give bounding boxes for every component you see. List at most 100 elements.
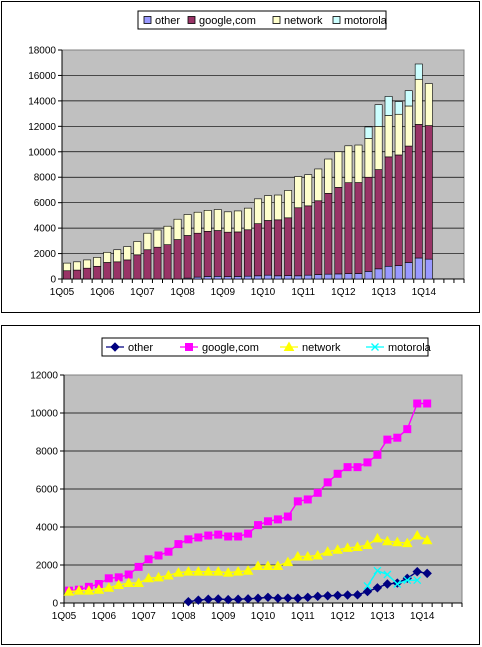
line-point-google-com xyxy=(194,533,203,542)
line-point-other xyxy=(243,594,253,604)
line-point-google-com xyxy=(323,478,332,487)
bar-network xyxy=(294,176,303,209)
bar-network xyxy=(103,251,112,263)
line-x-tick-label: 1Q06 xyxy=(92,611,117,622)
line-point-network xyxy=(202,566,214,576)
line-point-other xyxy=(213,594,223,604)
bar-google-com xyxy=(83,267,92,280)
bar-google-com xyxy=(103,262,112,280)
line-point-google-com xyxy=(413,399,422,408)
line-point-network xyxy=(163,569,174,580)
bar-y-tick-label: 2000 xyxy=(34,249,57,260)
bar-legend-swatch-google-com xyxy=(187,16,196,24)
bar-google-com xyxy=(133,254,142,280)
bar-y-tick-label: 6000 xyxy=(34,198,57,209)
bar-google-com xyxy=(183,235,192,279)
bar-network xyxy=(394,113,403,156)
bar-network xyxy=(284,190,293,219)
line-legend-point-motorola xyxy=(371,343,379,351)
line-point-network xyxy=(272,560,284,570)
bar-network xyxy=(123,246,132,261)
line-point-network xyxy=(123,577,135,588)
bar-other xyxy=(344,273,353,280)
line-point-other xyxy=(342,590,353,600)
bar-y-tick-label: 14000 xyxy=(28,96,56,107)
line-point-network xyxy=(153,571,164,582)
bar-other xyxy=(414,257,423,280)
bar-y-tick-label: 0 xyxy=(50,275,56,286)
bar-y-tick-label: 12000 xyxy=(28,122,56,133)
line-point-motorola xyxy=(413,576,422,585)
line-x-tick-label: 1Q05 xyxy=(52,611,77,622)
line-point-network xyxy=(133,577,144,588)
line-x-tick-label: 1Q10 xyxy=(251,611,276,622)
line-point-network xyxy=(192,566,204,576)
line-point-other xyxy=(183,596,194,607)
bar-google-com xyxy=(113,261,122,280)
line-point-network xyxy=(302,550,314,561)
bar-motorola xyxy=(374,104,383,127)
line-legend-label-network: network xyxy=(302,342,341,354)
bar-other xyxy=(394,265,403,280)
line-chart: 0 2000 4000 6000 8000 10000 12000 1Q05 1Q06 1Q07 1… xyxy=(30,337,463,622)
line-point-google-com xyxy=(383,435,392,444)
bar-network xyxy=(324,158,333,194)
line-point-google-com xyxy=(403,425,412,434)
line-point-other xyxy=(283,593,293,603)
bar-network xyxy=(73,261,81,271)
line-point-network xyxy=(143,572,154,583)
bar-network xyxy=(173,218,182,240)
line-point-google-com xyxy=(273,515,282,524)
bar-other xyxy=(233,276,242,280)
bar-google-com xyxy=(284,217,293,276)
line-point-other xyxy=(293,593,303,603)
bar-network xyxy=(153,229,162,248)
line-legend-point-network xyxy=(283,341,295,351)
line-point-network xyxy=(282,556,294,567)
bar-network xyxy=(233,210,242,233)
bar-network xyxy=(424,83,433,126)
bar-motorola xyxy=(404,90,413,107)
line-x-tick-label: 1Q07 xyxy=(131,611,156,622)
bar-legend-label-motorola: motorola xyxy=(344,15,388,27)
bar-google-com xyxy=(213,230,222,277)
bar-google-com xyxy=(244,229,252,277)
bar-network xyxy=(314,168,323,202)
bar-network xyxy=(113,249,122,263)
line-legend-point-google-com xyxy=(185,343,193,351)
bar-other xyxy=(264,274,272,280)
bar-other xyxy=(424,258,433,280)
line-point-google-com xyxy=(343,463,352,472)
bar-google-com xyxy=(304,205,313,276)
line-y-tick-label: 2000 xyxy=(36,561,59,572)
bar-legend xyxy=(137,10,387,30)
line-point-google-com xyxy=(293,497,302,506)
bar-google-com xyxy=(254,223,262,277)
line-point-google-com xyxy=(393,433,402,442)
bar-google-com xyxy=(424,125,433,260)
line-point-network xyxy=(262,560,274,570)
line-point-google-com xyxy=(353,463,362,472)
bar-google-com xyxy=(384,156,393,267)
bar-google-com xyxy=(274,219,282,277)
line-point-other xyxy=(303,592,313,603)
bar-network xyxy=(163,225,172,245)
line-point-network xyxy=(93,584,105,594)
line-point-google-com xyxy=(263,517,272,526)
bar-network xyxy=(213,209,222,231)
line-point-other xyxy=(322,591,333,601)
line-point-motorola xyxy=(383,570,392,579)
bar-google-com xyxy=(143,249,152,280)
line-point-other xyxy=(332,590,343,601)
line-point-google-com xyxy=(224,532,233,541)
line-x-tick-label: 1Q13 xyxy=(370,611,395,622)
bar-other xyxy=(294,275,303,280)
line-point-network xyxy=(222,567,234,577)
bar-network xyxy=(133,241,142,256)
bar-network xyxy=(384,115,393,158)
bar-network xyxy=(143,232,152,251)
bar-x-tick-label: 1Q07 xyxy=(130,287,155,298)
line-y-tick-label: 10000 xyxy=(30,409,58,420)
bar-x-tick-label: 1Q08 xyxy=(170,287,195,298)
bar-other xyxy=(284,275,293,280)
